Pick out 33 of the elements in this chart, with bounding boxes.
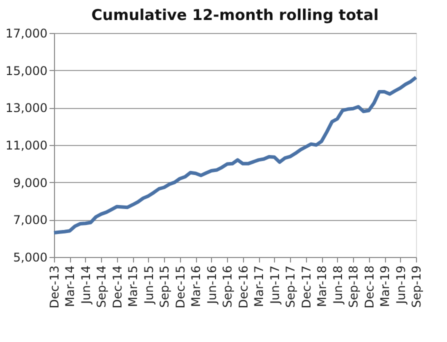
y-tick-label: 11,000 bbox=[6, 138, 48, 152]
x-tick-label: Dec-13 bbox=[48, 266, 62, 308]
y-tick-label: 7,000 bbox=[13, 213, 48, 228]
x-tick-label: Mar-18 bbox=[315, 266, 330, 307]
y-tick-label: 9,000 bbox=[13, 176, 48, 190]
x-tick-label: Dec-17 bbox=[299, 266, 314, 308]
x-tick-label: Sep-17 bbox=[284, 266, 298, 308]
x-tick-label: Dec-15 bbox=[173, 266, 188, 308]
x-tick-label: Sep-19 bbox=[410, 266, 424, 308]
y-tick-label: 13,000 bbox=[6, 101, 48, 116]
x-tick-label: Dec-16 bbox=[236, 266, 250, 308]
x-tick-label: Mar-16 bbox=[189, 266, 204, 307]
x-tick-label: Dec-18 bbox=[362, 266, 376, 308]
x-tick-label: Dec-14 bbox=[110, 266, 124, 308]
x-tick-label: Mar-15 bbox=[126, 266, 140, 307]
x-tick-label: Sep-14 bbox=[94, 266, 109, 308]
x-tick-label: Jun-15 bbox=[142, 266, 156, 305]
x-tick-label: Mar-19 bbox=[378, 266, 392, 307]
line-series bbox=[52, 76, 418, 234]
x-tick-label: Jun-16 bbox=[204, 266, 219, 305]
y-tick-label: 15,000 bbox=[6, 64, 48, 78]
x-tick-label: Sep-16 bbox=[220, 266, 235, 308]
x-tick-label: Sep-15 bbox=[158, 266, 172, 308]
x-tick-label: Mar-14 bbox=[63, 266, 78, 307]
y-tick-label: 17,000 bbox=[6, 26, 48, 40]
x-tick-label: Jun-18 bbox=[330, 266, 345, 305]
x-tick-label: Sep-18 bbox=[346, 266, 361, 308]
x-tick-label: Jun-19 bbox=[394, 266, 408, 305]
x-tick-label: Mar-17 bbox=[252, 266, 266, 307]
chart-title: Cumulative 12-month rolling total bbox=[91, 6, 379, 24]
x-tick-label: Jun-14 bbox=[78, 266, 93, 305]
y-tick-label: 5,000 bbox=[13, 250, 48, 264]
x-tick-label: Jun-17 bbox=[268, 266, 282, 305]
